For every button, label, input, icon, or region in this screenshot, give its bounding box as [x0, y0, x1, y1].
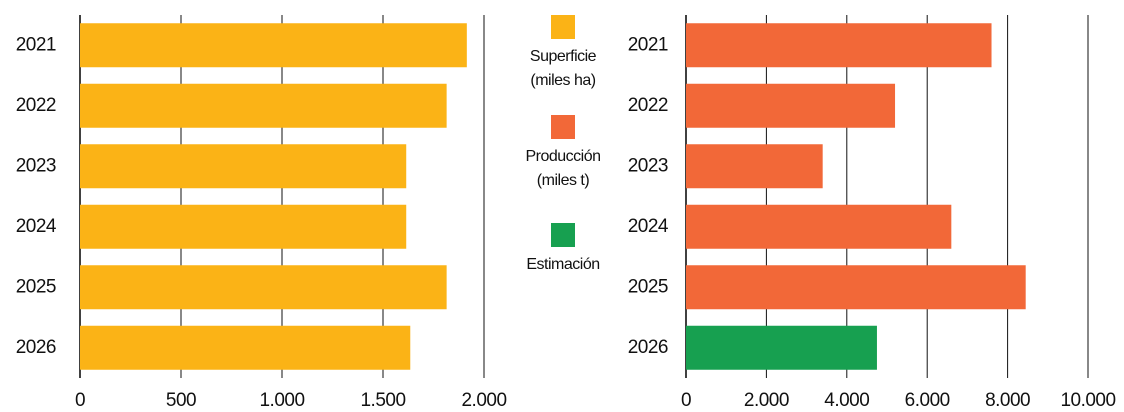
bar: [686, 265, 1026, 310]
bar: [686, 325, 877, 370]
y-tick-label: 2024: [628, 216, 669, 237]
bar: [686, 204, 952, 249]
bar: [80, 83, 447, 128]
y-tick-label: 2025: [628, 276, 668, 297]
bar: [80, 144, 407, 189]
y-tick-label: 2023: [628, 155, 668, 176]
x-tick-label: 1.500: [360, 390, 405, 411]
bar: [686, 23, 992, 68]
legend-label: Superficie (miles ha): [530, 48, 597, 89]
legend-swatch: [551, 223, 575, 247]
y-tick-label: 2023: [16, 155, 56, 176]
x-tick-label: 500: [166, 390, 196, 411]
x-tick-label: 4.000: [824, 390, 869, 411]
bar: [80, 265, 447, 310]
bar: [686, 144, 823, 189]
x-tick-label: 2.000: [744, 390, 789, 411]
y-tick-label: 2024: [16, 216, 57, 237]
x-tick-label: 0: [75, 390, 85, 411]
y-tick-label: 2026: [628, 337, 668, 358]
bar: [80, 325, 411, 370]
y-tick-label: 2022: [16, 95, 56, 116]
legend-label: Producción (miles t): [525, 148, 600, 189]
legend-line: (miles t): [537, 172, 590, 189]
legend-line: Producción: [525, 148, 600, 165]
legend-line: (miles ha): [530, 72, 595, 89]
legend-line: Superficie: [530, 48, 597, 65]
y-tick-label: 2025: [16, 276, 56, 297]
bar: [80, 204, 407, 249]
x-tick-label: 2.000: [461, 390, 506, 411]
legend-label: Estimación: [526, 256, 599, 273]
bar: [80, 23, 467, 68]
legend-swatch: [551, 15, 575, 39]
x-tick-label: 10.000: [1060, 390, 1115, 411]
y-tick-label: 2021: [628, 34, 668, 55]
x-tick-label: 1.000: [259, 390, 304, 411]
x-tick-label: 6.000: [905, 390, 950, 411]
legend: Superficie (miles ha) Producción (miles t) E…: [525, 15, 601, 273]
y-tick-label: 2026: [16, 337, 56, 358]
x-tick-label: 0: [681, 390, 691, 411]
y-tick-label: 2022: [628, 95, 668, 116]
x-tick-label: 8.000: [985, 390, 1030, 411]
bar: [686, 83, 896, 128]
y-tick-label: 2021: [16, 34, 56, 55]
legend-swatch: [551, 115, 575, 139]
